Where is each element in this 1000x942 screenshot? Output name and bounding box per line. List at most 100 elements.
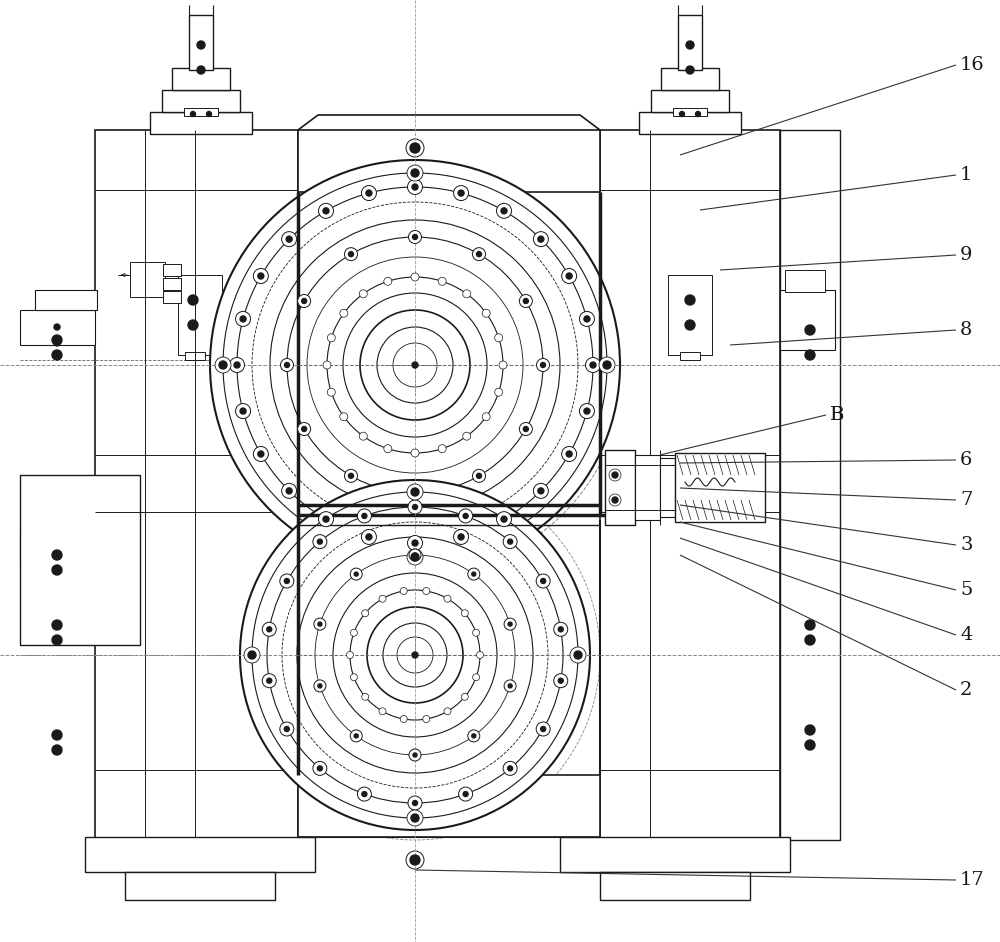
- Circle shape: [536, 359, 550, 371]
- Circle shape: [318, 203, 333, 219]
- Circle shape: [248, 651, 256, 659]
- Bar: [163, 278, 181, 290]
- Bar: [130, 262, 165, 297]
- Circle shape: [52, 550, 62, 560]
- Text: 2: 2: [960, 681, 972, 699]
- Bar: [185, 352, 205, 360]
- Circle shape: [407, 810, 423, 826]
- Circle shape: [52, 745, 62, 755]
- Circle shape: [411, 488, 419, 496]
- Circle shape: [340, 413, 348, 421]
- Bar: [85, 837, 315, 872]
- Circle shape: [805, 620, 815, 630]
- Circle shape: [409, 549, 421, 561]
- Bar: [639, 112, 741, 134]
- Circle shape: [609, 469, 621, 481]
- Bar: [661, 68, 719, 90]
- Circle shape: [408, 796, 422, 810]
- Text: 17: 17: [960, 871, 985, 889]
- Circle shape: [463, 513, 468, 518]
- Circle shape: [805, 325, 815, 335]
- Text: 7: 7: [960, 491, 972, 509]
- Circle shape: [541, 578, 546, 583]
- Circle shape: [258, 451, 264, 457]
- Circle shape: [504, 680, 516, 692]
- Circle shape: [350, 674, 357, 681]
- Text: 1: 1: [960, 166, 972, 184]
- Circle shape: [280, 722, 294, 736]
- Circle shape: [412, 184, 418, 190]
- Circle shape: [603, 361, 611, 369]
- Circle shape: [482, 309, 490, 317]
- Circle shape: [406, 139, 424, 157]
- Circle shape: [286, 236, 292, 242]
- Circle shape: [423, 588, 430, 594]
- Bar: [600, 130, 780, 840]
- Circle shape: [244, 647, 260, 663]
- Circle shape: [459, 788, 473, 801]
- Circle shape: [210, 160, 620, 570]
- Circle shape: [444, 707, 451, 715]
- Bar: [163, 291, 181, 303]
- Circle shape: [361, 529, 376, 544]
- Circle shape: [284, 726, 289, 732]
- Circle shape: [696, 111, 700, 117]
- Circle shape: [359, 290, 367, 298]
- Circle shape: [458, 190, 464, 196]
- Bar: [20, 475, 140, 645]
- Circle shape: [680, 111, 684, 117]
- Circle shape: [473, 629, 480, 636]
- Bar: [660, 458, 675, 517]
- Circle shape: [523, 299, 528, 303]
- Bar: [163, 264, 181, 276]
- Circle shape: [240, 480, 590, 830]
- Circle shape: [411, 169, 419, 177]
- Circle shape: [508, 684, 512, 688]
- Circle shape: [234, 362, 240, 368]
- Circle shape: [411, 449, 419, 457]
- Circle shape: [384, 445, 392, 453]
- Bar: [675, 453, 765, 522]
- Circle shape: [362, 609, 369, 617]
- Circle shape: [566, 451, 572, 457]
- Circle shape: [458, 534, 464, 540]
- Circle shape: [313, 761, 327, 775]
- Circle shape: [558, 626, 563, 632]
- Circle shape: [362, 513, 367, 518]
- Circle shape: [361, 186, 376, 201]
- Circle shape: [495, 333, 503, 342]
- Circle shape: [236, 312, 251, 327]
- Circle shape: [579, 312, 594, 327]
- Circle shape: [367, 607, 463, 703]
- Circle shape: [805, 725, 815, 735]
- Circle shape: [343, 293, 487, 437]
- Bar: [780, 290, 835, 350]
- Circle shape: [410, 855, 420, 865]
- Circle shape: [362, 693, 369, 700]
- Bar: [172, 68, 230, 90]
- Circle shape: [223, 173, 607, 557]
- Circle shape: [463, 290, 471, 298]
- Bar: [673, 108, 707, 116]
- Circle shape: [52, 620, 62, 630]
- Circle shape: [423, 716, 430, 723]
- Circle shape: [468, 730, 480, 742]
- Circle shape: [207, 111, 212, 117]
- Circle shape: [407, 165, 423, 181]
- Circle shape: [805, 635, 815, 645]
- Circle shape: [412, 540, 418, 546]
- Circle shape: [411, 814, 419, 822]
- Circle shape: [258, 273, 264, 279]
- Circle shape: [612, 497, 618, 503]
- Circle shape: [383, 623, 447, 687]
- Circle shape: [315, 555, 515, 755]
- Circle shape: [503, 535, 517, 548]
- Circle shape: [397, 637, 433, 673]
- Circle shape: [366, 190, 372, 196]
- Circle shape: [327, 333, 335, 342]
- Circle shape: [314, 618, 326, 630]
- Circle shape: [188, 320, 198, 330]
- Circle shape: [438, 277, 446, 285]
- Circle shape: [350, 730, 362, 742]
- Circle shape: [408, 180, 422, 194]
